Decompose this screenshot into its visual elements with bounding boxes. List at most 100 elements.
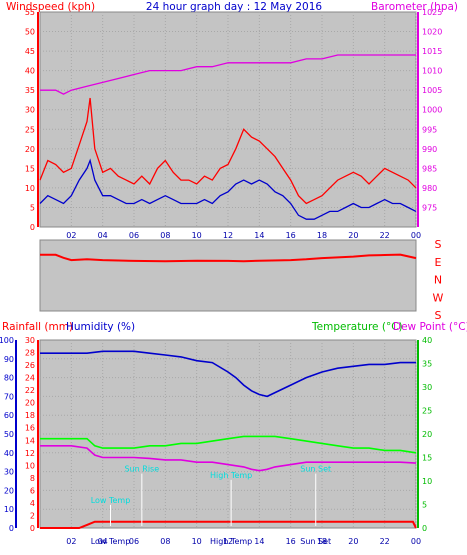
rainfall-tick-label: 2 [30, 511, 35, 520]
x-tick-label: 20 [348, 537, 358, 546]
temperature-tick-label: 20 [422, 430, 432, 439]
wind-line [39, 158, 417, 220]
humidity-tick-label: 100 [0, 336, 14, 345]
left-tick-label: 40 [25, 67, 35, 76]
humidity-tick-label: 0 [9, 524, 14, 533]
direction-line [40, 253, 417, 263]
wind-pressure-plot: 0510152025303540455055975980985990995100… [25, 8, 443, 240]
direction-label: E [435, 256, 442, 269]
x-tick-label: 12 [223, 537, 233, 546]
humidity-tick-label: 70 [4, 392, 14, 401]
temperature-tick-label: 30 [422, 383, 432, 392]
rainfall-tick-label: 10 [25, 461, 35, 470]
event-label: Sun Rise [125, 465, 160, 474]
left-tick-label: 5 [30, 203, 35, 212]
right-tick-label: 1010 [422, 67, 442, 76]
humidity-tick-label: 60 [4, 411, 14, 420]
gust-line [39, 97, 417, 205]
rainfall-tick-label: 20 [25, 399, 35, 408]
rainfall-tick-label: 26 [25, 361, 35, 370]
rainfall-tick-label: 22 [25, 386, 35, 395]
x-tick-label: 14 [254, 537, 264, 546]
x-tick-label: 14 [254, 231, 264, 240]
plot-area [39, 11, 417, 228]
x-tick-label: 12 [223, 231, 233, 240]
temperature-line [40, 435, 417, 454]
right-tick-label: 985 [422, 164, 437, 173]
left-tick-label: 30 [25, 106, 35, 115]
rainfall-tick-label: 16 [25, 424, 35, 433]
x-tick-label: 06 [129, 231, 139, 240]
event-label: Sun Set [300, 465, 331, 474]
dewpoint-axis-label: Dew Point (°C) [393, 321, 467, 333]
x-tick-label: 00 [411, 231, 421, 240]
temperature-axis-label: Temperature (°C) [311, 321, 403, 333]
left-tick-label: 45 [25, 47, 35, 56]
right-tick-label: 995 [422, 125, 437, 134]
x-tick-label: 16 [286, 231, 296, 240]
x-tick-label: 08 [160, 537, 170, 546]
barometer-axis-label: Barometer (hpa) [371, 1, 458, 13]
x-tick-label: 00 [411, 537, 421, 546]
x-tick-label: 10 [192, 231, 202, 240]
temperature-tick-label: 35 [422, 360, 432, 369]
humidity-tick-label: 50 [4, 430, 14, 439]
humidity-tick-label: 10 [4, 505, 14, 514]
x-tick-label: 10 [192, 537, 202, 546]
left-tick-label: 25 [25, 125, 35, 134]
left-tick-label: 55 [25, 8, 35, 17]
rainfall-tick-label: 6 [30, 486, 35, 495]
rainfall-tick-label: 12 [25, 449, 35, 458]
left-tick-label: 0 [30, 223, 35, 232]
left-tick-label: 50 [25, 28, 35, 37]
right-tick-label: 1005 [422, 86, 442, 95]
temperature-tick-label: 10 [422, 477, 432, 486]
x-tick-label: 16 [286, 537, 296, 546]
x-tick-label: 18 [317, 537, 327, 546]
humidity-line [40, 350, 416, 398]
left-tick-label: 10 [25, 184, 35, 193]
x-tick-label: 22 [380, 537, 390, 546]
x-tick-label: 22 [380, 231, 390, 240]
rainfall-tick-label: 14 [25, 436, 35, 445]
rainfall-tick-label: 8 [30, 474, 35, 483]
rainfall-tick-label: 4 [30, 499, 35, 508]
right-tick-label: 1015 [422, 47, 442, 56]
barometer-line [40, 54, 416, 95]
event-label: High Temp [210, 471, 252, 480]
temperature-tick-label: 15 [422, 454, 432, 463]
x-tick-label: 18 [317, 231, 327, 240]
dewpoint-line [40, 444, 417, 472]
rainfall-tick-label: 18 [25, 411, 35, 420]
humidity-tick-label: 90 [4, 355, 14, 364]
right-tick-label: 1020 [422, 28, 442, 37]
x-tick-label: 06 [129, 537, 139, 546]
x-tick-label: 02 [66, 537, 76, 546]
windspeed-axis-label: Windspeed (kph) [6, 1, 95, 13]
x-tick-label: 08 [160, 231, 170, 240]
rainfall-tick-label: 30 [25, 336, 35, 345]
temperature-tick-label: 40 [422, 336, 432, 345]
humidity-tick-label: 30 [4, 468, 14, 477]
right-tick-label: 980 [422, 184, 437, 193]
x-overlay-label: Low Temp [91, 537, 131, 546]
temperature-tick-label: 0 [422, 524, 427, 533]
direction-label: N [434, 274, 442, 287]
right-tick-label: 990 [422, 145, 437, 154]
rainfall-line [40, 520, 417, 529]
temperature-tick-label: 5 [422, 501, 427, 510]
humidity-tick-label: 40 [4, 449, 14, 458]
left-tick-label: 15 [25, 164, 35, 173]
event-label: Low Temp [91, 496, 131, 505]
direction-label: W [433, 291, 444, 304]
x-overlay-label: High Temp [210, 537, 252, 546]
left-tick-label: 20 [25, 145, 35, 154]
rainfall-tick-label: 0 [30, 524, 35, 533]
rainfall-tick-label: 28 [25, 349, 35, 358]
temperature-tick-label: 25 [422, 407, 432, 416]
chart-title: 24 hour graph day : 12 May 2016 [146, 1, 322, 13]
humidity-tick-label: 80 [4, 374, 14, 383]
x-tick-label: 04 [98, 537, 108, 546]
